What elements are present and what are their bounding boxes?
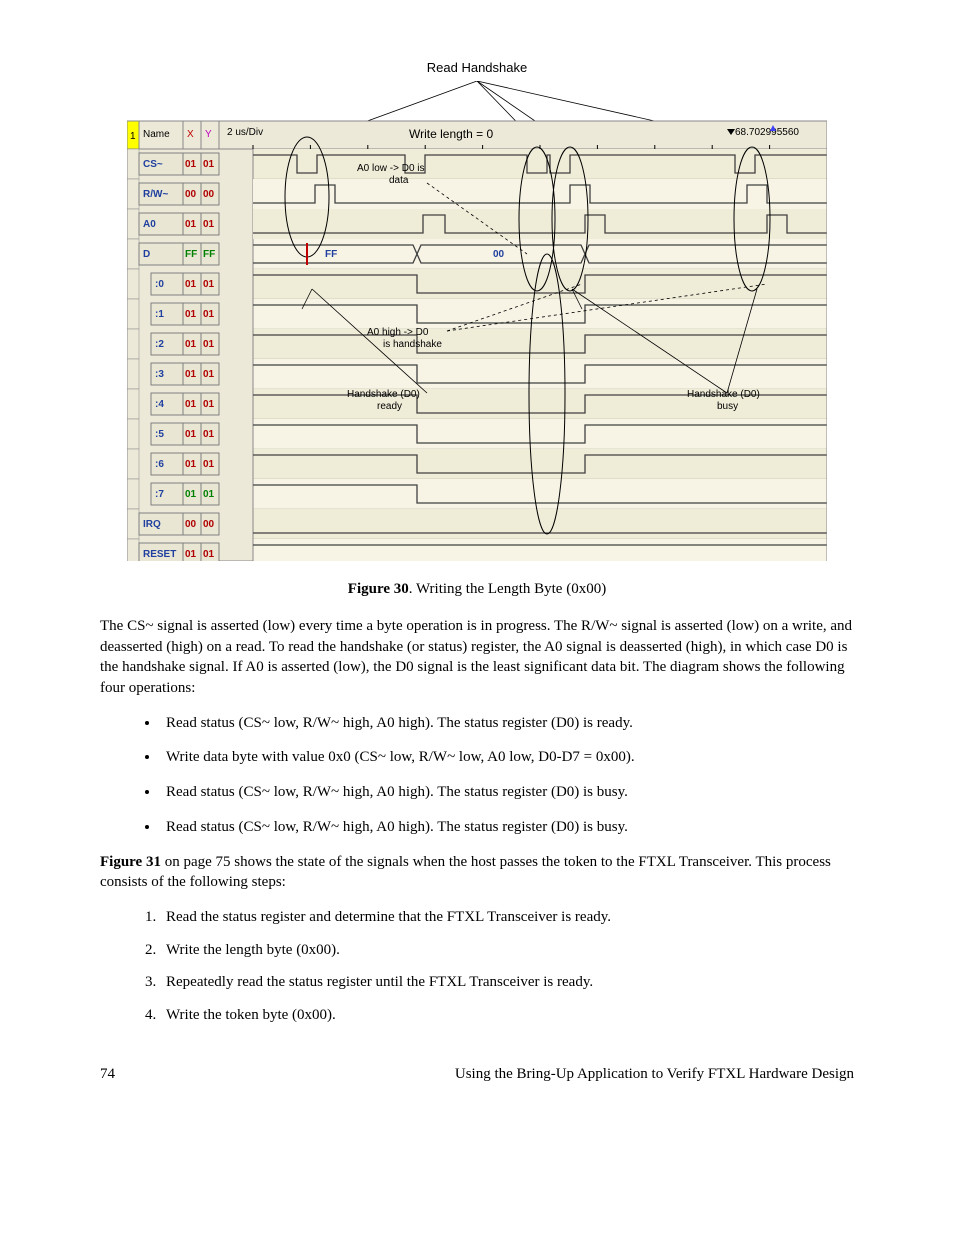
svg-text:01: 01 [203,429,215,440]
svg-text:A0 high -> D0: A0 high -> D0 [367,327,429,338]
svg-text:CS~: CS~ [143,159,163,170]
svg-text:FF: FF [185,249,197,260]
svg-text:01: 01 [185,399,197,410]
svg-text:01: 01 [185,489,197,500]
svg-text:R/W~: R/W~ [143,189,168,200]
svg-text::1: :1 [155,309,164,320]
svg-text:01: 01 [203,219,215,230]
svg-text:1: 1 [130,131,136,142]
svg-text::0: :0 [155,279,164,290]
bullet-item: Read status (CS~ low, R/W~ high, A0 high… [160,817,854,838]
step-item: Write the length byte (0x00). [160,940,854,961]
svg-text:Write length = 0: Write length = 0 [409,127,493,141]
svg-text:D: D [143,249,150,260]
logic-analyzer-svg: 1 Name XY 2 us/Div 68.702995560 CS~ 01 01 R/W~ 00… [127,81,827,561]
svg-text:RESET: RESET [143,549,176,560]
svg-text:data: data [389,175,409,186]
steps-list: Read the status register and determine t… [100,907,854,1026]
svg-text:01: 01 [203,489,215,500]
read-handshake-label: Read Handshake [127,60,827,75]
step-item: Repeatedly read the status register unti… [160,972,854,993]
svg-text:01: 01 [203,159,215,170]
timing-diagram: Read Handshake 1 Name XY 2 us/Div 68.7029955… [127,60,827,561]
svg-text:00: 00 [203,189,215,200]
svg-text:00: 00 [185,189,197,200]
svg-text:01: 01 [203,549,215,560]
svg-text:01: 01 [185,279,197,290]
body-paragraph-2: Figure 31 on page 75 shows the state of … [100,852,854,893]
bullets-list: Read status (CS~ low, R/W~ high, A0 high… [100,713,854,838]
svg-text::6: :6 [155,459,164,470]
svg-text:Y: Y [205,129,212,140]
svg-text:FF: FF [325,249,337,260]
svg-text:busy: busy [717,401,738,412]
svg-text:01: 01 [185,459,197,470]
svg-text:00: 00 [203,519,215,530]
svg-text:68.702995560: 68.702995560 [735,127,799,138]
svg-text:01: 01 [185,339,197,350]
step-item: Read the status register and determine t… [160,907,854,928]
svg-text::3: :3 [155,369,164,380]
svg-text:01: 01 [185,369,197,380]
footer-title: Using the Bring-Up Application to Verify… [455,1066,854,1083]
svg-text:00: 00 [185,519,197,530]
svg-text:01: 01 [185,219,197,230]
figure-number: Figure 30 [348,581,409,597]
page-number: 74 [100,1066,115,1083]
step-item: Write the token byte (0x00). [160,1005,854,1026]
svg-text::7: :7 [155,489,164,500]
svg-text:Name: Name [143,129,170,140]
svg-text:01: 01 [203,459,215,470]
svg-text:X: X [187,129,194,140]
body-paragraph-1: The CS~ signal is asserted (low) every t… [100,616,854,699]
figure-caption: Figure 30. Writing the Length Byte (0x00… [100,581,854,598]
svg-text::2: :2 [155,339,164,350]
figure31-ref: Figure 31 [100,854,161,870]
para2-rest: on page 75 shows the state of the signal… [100,854,831,891]
svg-text:00: 00 [493,249,505,260]
svg-text:01: 01 [203,369,215,380]
svg-text:IRQ: IRQ [143,519,161,530]
svg-text::4: :4 [155,399,164,410]
svg-text:01: 01 [203,339,215,350]
svg-text:01: 01 [185,549,197,560]
page-footer: 74 Using the Bring-Up Application to Ver… [100,1066,854,1083]
figure-title: . Writing the Length Byte (0x00) [409,581,606,597]
svg-text:A0 low -> D0 is: A0 low -> D0 is [357,163,425,174]
svg-text:01: 01 [185,159,197,170]
svg-text:01: 01 [185,309,197,320]
svg-text:01: 01 [203,279,215,290]
svg-text:2 us/Div: 2 us/Div [227,127,263,138]
svg-text::5: :5 [155,429,164,440]
svg-text:A0: A0 [143,219,156,230]
bullet-item: Read status (CS~ low, R/W~ high, A0 high… [160,713,854,734]
svg-text:ready: ready [377,401,402,412]
svg-text:FF: FF [203,249,215,260]
bullet-item: Write data byte with value 0x0 (CS~ low,… [160,747,854,768]
svg-text:01: 01 [203,399,215,410]
svg-text:01: 01 [203,309,215,320]
svg-text:01: 01 [185,429,197,440]
svg-text:Handshake (D0): Handshake (D0) [347,389,420,400]
svg-text:is handshake: is handshake [383,339,442,350]
bullet-item: Read status (CS~ low, R/W~ high, A0 high… [160,782,854,803]
